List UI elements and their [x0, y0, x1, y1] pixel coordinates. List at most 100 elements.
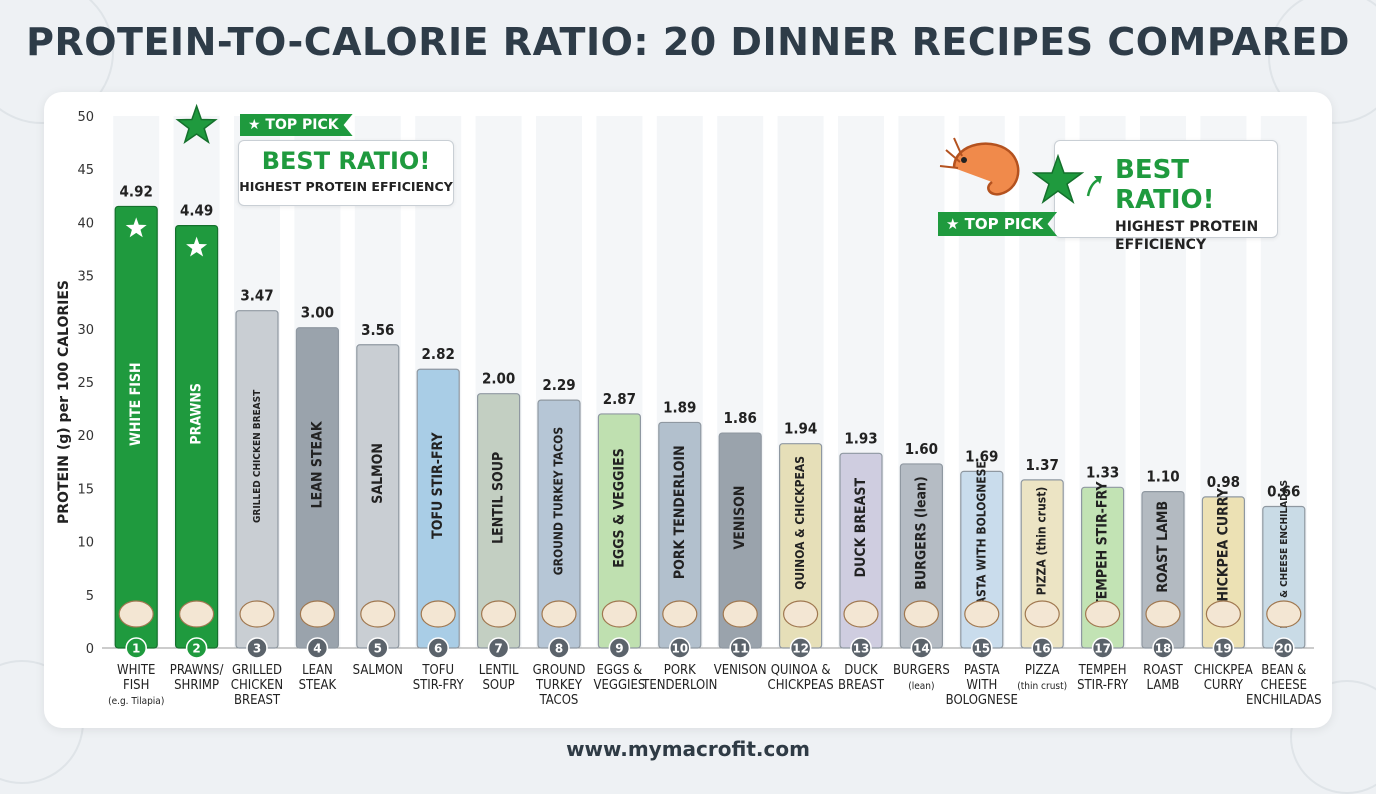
- category-label: WHITE: [117, 663, 155, 678]
- bar-inner-label: BURGERS (lean): [913, 476, 929, 589]
- rank-number: 15: [973, 642, 990, 656]
- stirfry-icon: [1084, 600, 1121, 628]
- y-tick-label: 5: [86, 589, 94, 604]
- pizza-icon: [1024, 600, 1060, 628]
- shrimp-icon: [939, 137, 1020, 196]
- shrimp-icon: [179, 600, 215, 628]
- rank-badge: [185, 637, 208, 659]
- rank-number: 13: [853, 642, 870, 656]
- rank-badge: [1212, 637, 1235, 659]
- category-label: PASTA: [964, 663, 1000, 678]
- bar-inner-label: DUCK BREAST: [853, 478, 869, 578]
- tofu-icon: [420, 600, 456, 628]
- rank-number: 10: [671, 642, 688, 656]
- bar-value-label: 3.00: [301, 304, 334, 322]
- pork-icon: [662, 600, 698, 628]
- bar-inner-label: EGGS & VEGGIES: [611, 448, 627, 567]
- category-label: (lean): [908, 681, 934, 692]
- category-label: BEAN &: [1261, 663, 1306, 678]
- bar-inner-label: BEAN & CHEESE ENCHILADAS: [1279, 480, 1290, 629]
- salmon-icon: [360, 600, 396, 628]
- bar-inner-label: ROAST LAMB: [1155, 501, 1171, 593]
- top-pick-ribbon-right: ★ TOP PICK: [938, 212, 1058, 236]
- bar-value-label: 3.47: [240, 287, 273, 305]
- rank-badge: [367, 637, 389, 659]
- category-label: STEAK: [299, 678, 337, 693]
- rank-number: 1: [132, 642, 140, 656]
- y-axis-label: PROTEIN (g) per 100 CALORIES: [56, 280, 72, 524]
- rank-number: 19: [1215, 642, 1232, 656]
- rank-badge: [246, 637, 268, 659]
- category-label: TACOS: [539, 693, 579, 708]
- duck-icon: [843, 600, 879, 628]
- bar-value-label: 1.93: [844, 429, 877, 447]
- callout-right-sub-line1: HIGHEST PROTEIN: [1115, 219, 1259, 235]
- bar-value-label: 3.56: [361, 321, 394, 339]
- category-label: STIR-FRY: [413, 678, 465, 693]
- bar-value-label: 0.98: [1207, 473, 1240, 491]
- category-label: BURGERS: [893, 663, 950, 678]
- rank-number: 20: [1275, 642, 1292, 656]
- category-label: LEAN: [302, 663, 333, 678]
- rank-badge: [910, 637, 933, 659]
- rank-number: 6: [434, 642, 442, 656]
- rank-number: 16: [1034, 642, 1051, 656]
- callout-left-headline: BEST RATIO!: [261, 147, 431, 175]
- category-label: BREAST: [234, 693, 281, 708]
- y-tick-label: 10: [77, 536, 94, 551]
- bar-inner-label: TOFU STIR-FRY: [430, 432, 446, 539]
- bar-inner-label: PIZZA (thin crust): [1035, 487, 1049, 596]
- bar-inner-label: PRAWNS: [189, 383, 205, 445]
- callout-left-sub: HIGHEST PROTEIN EFFICIENCY: [239, 179, 453, 194]
- taco-icon: [541, 600, 577, 628]
- bar-inner-label: GROUND TURKEY TACOS: [552, 427, 566, 575]
- rank-badge: [669, 637, 691, 659]
- category-label: EGGS &: [597, 663, 643, 678]
- y-tick-label: 45: [77, 163, 94, 178]
- bar-value-label: 1.94: [784, 420, 817, 438]
- bar-value-label: 1.37: [1026, 456, 1059, 474]
- rank-badge: [608, 637, 631, 659]
- egg-icon: [601, 600, 638, 628]
- category-label: VEGGIES: [594, 678, 646, 693]
- star-icon: [186, 236, 208, 257]
- bar-value-label: 1.86: [724, 409, 757, 427]
- rank-number: 7: [494, 642, 502, 656]
- category-label: TURKEY: [535, 678, 583, 693]
- rank-number: 2: [192, 642, 200, 656]
- rank-number: 8: [555, 642, 563, 656]
- rank-number: 9: [615, 642, 623, 656]
- category-label: LAMB: [1147, 678, 1180, 693]
- category-label: ENCHILADAS: [1246, 693, 1322, 708]
- bar-inner-label: CHICKPEA CURRY: [1215, 487, 1231, 611]
- rank-badge: [789, 637, 812, 659]
- bar-inner-label: TEMPEH STIR-FRY: [1095, 481, 1111, 608]
- category-label: SHRIMP: [174, 678, 219, 693]
- rank-number: 12: [792, 642, 809, 656]
- category-label: FISH: [123, 678, 149, 693]
- bar-value-label: 2.29: [542, 376, 575, 394]
- rank-badge: [125, 637, 147, 659]
- rank-number: 5: [374, 642, 382, 656]
- category-label: LENTIL: [479, 663, 519, 678]
- category-label: BREAST: [838, 678, 885, 693]
- bar-value-label: 4.92: [120, 182, 153, 200]
- rank-badge: [1031, 637, 1053, 659]
- category-label: TENDERLOIN: [641, 678, 717, 693]
- bar-inner-label: LEAN STEAK: [309, 420, 325, 508]
- y-tick-label: 25: [77, 376, 94, 391]
- rank-badge: [427, 637, 449, 659]
- best-ratio-callout-left: BEST RATIO! HIGHEST PROTEIN EFFICIENCY: [238, 140, 454, 206]
- star-icon: [1032, 154, 1084, 204]
- rank-badge: [487, 637, 510, 659]
- bar-value-label: 2.82: [422, 345, 455, 363]
- category-label: STIR-FRY: [1077, 678, 1129, 693]
- bar-inner-label: PORK TENDERLOIN: [672, 445, 688, 579]
- bar-value-label: 1.69: [965, 447, 998, 465]
- rank-badge: [1091, 637, 1114, 659]
- category-label: WITH: [966, 678, 997, 693]
- bar-inner-label: GRILLED CHICKEN BREAST: [252, 389, 263, 523]
- category-label: GROUND: [533, 663, 586, 678]
- category-label: CURRY: [1204, 678, 1244, 693]
- pasta-icon: [964, 600, 1000, 628]
